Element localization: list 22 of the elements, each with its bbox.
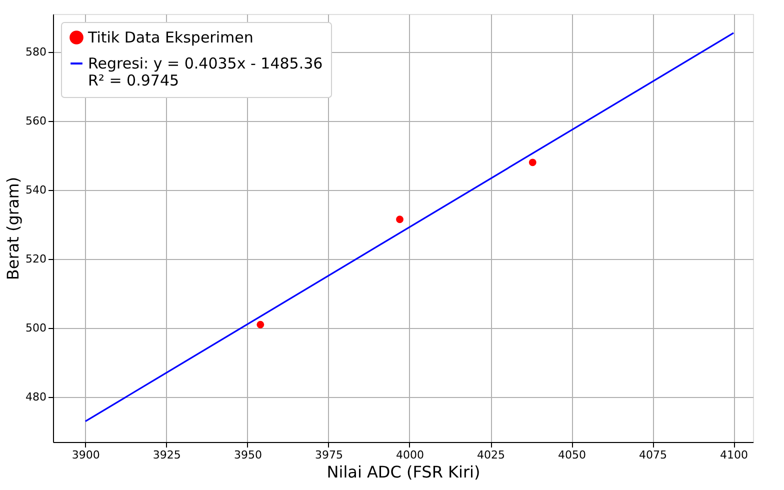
- x-tick-label: 3975: [314, 448, 343, 462]
- x-tick-label: 4025: [477, 448, 505, 462]
- x-tick-label: 4000: [396, 448, 424, 462]
- point: [256, 320, 264, 328]
- y-tick-label: 540: [26, 184, 46, 197]
- x-axis-title: Nilai ADC (FSR Kiri): [326, 462, 480, 482]
- x-tick-label: 4100: [720, 448, 748, 462]
- x-tick-label: 3900: [72, 448, 100, 462]
- x-tick-label: 3925: [152, 448, 181, 462]
- legend-label: Titik Data Eksperimen: [87, 28, 254, 46]
- x-tick-label: 4050: [558, 448, 586, 462]
- point: [528, 158, 536, 166]
- legend-label: Regresi: y = 0.4035x - 1485.36 R² = 0.9745: [88, 54, 323, 90]
- y-tick-label: 520: [26, 252, 46, 266]
- x-tick-label: 4075: [639, 448, 668, 462]
- y-tick-label: 500: [26, 322, 46, 335]
- x-tick-label: 3950: [234, 448, 262, 462]
- y-axis-title: Berat (gram): [4, 176, 23, 280]
- y-tick-label: 480: [26, 390, 46, 404]
- point: [396, 216, 404, 224]
- y-tick-label: 560: [26, 114, 46, 128]
- y-tick-label: 580: [26, 45, 46, 58]
